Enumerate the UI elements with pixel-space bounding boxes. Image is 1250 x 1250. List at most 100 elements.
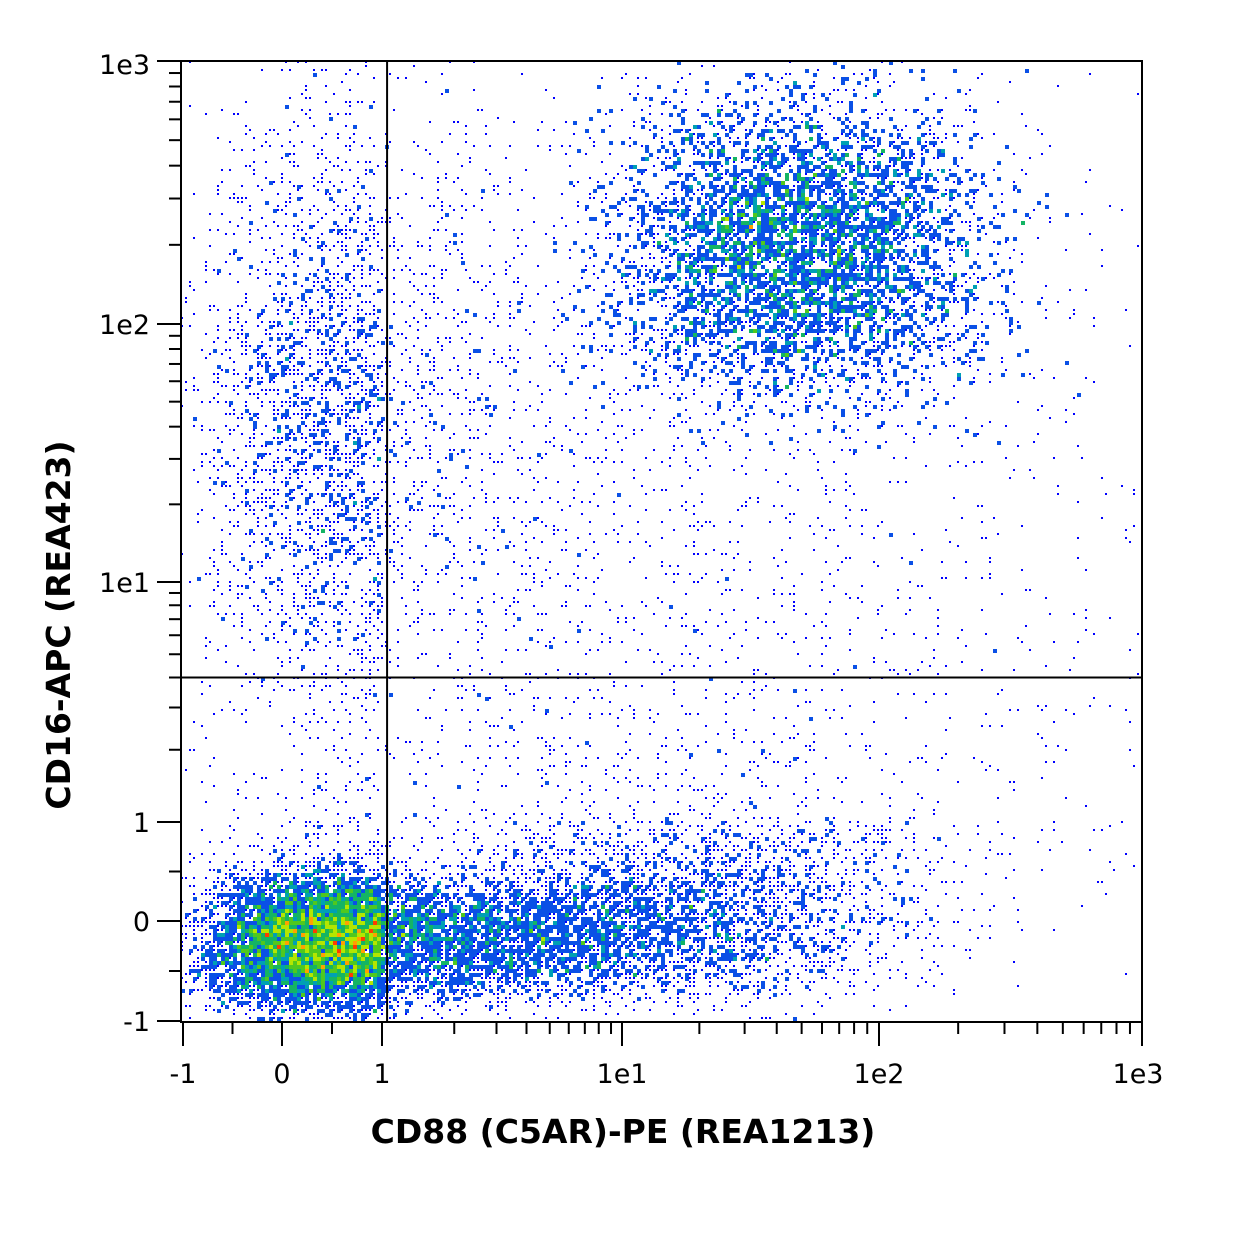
density-cell	[877, 153, 881, 157]
density-cell	[737, 237, 741, 241]
density-cell	[773, 281, 777, 285]
density-cell	[957, 181, 961, 185]
density-cell	[665, 201, 667, 203]
density-cell	[685, 129, 689, 133]
density-cell	[357, 349, 359, 351]
density-cell	[657, 225, 659, 227]
density-cell	[369, 325, 373, 329]
density-cell	[873, 129, 877, 133]
density-cell	[237, 225, 239, 227]
density-cell	[861, 333, 863, 335]
density-cell	[341, 181, 343, 183]
density-cell	[909, 305, 913, 309]
density-cell	[765, 321, 769, 325]
density-cell	[373, 369, 375, 371]
density-cell	[901, 345, 903, 347]
density-cell	[857, 349, 859, 351]
density-cell	[353, 141, 355, 143]
density-cell	[601, 77, 603, 79]
density-cell	[441, 273, 443, 275]
density-cell	[245, 125, 247, 127]
density-cell	[845, 221, 849, 225]
density-cell	[737, 217, 741, 221]
density-cell	[825, 161, 827, 163]
density-cell	[921, 365, 923, 367]
density-cell	[677, 357, 681, 361]
density-cell	[393, 293, 395, 295]
density-cell	[753, 285, 757, 289]
density-cell	[809, 177, 813, 181]
density-cell	[789, 241, 793, 245]
density-cell	[769, 145, 773, 149]
density-cell	[405, 77, 407, 79]
density-cell	[645, 273, 649, 277]
density-cell	[809, 153, 813, 157]
density-cell	[853, 185, 857, 189]
density-cell	[745, 369, 749, 373]
density-cell	[925, 221, 929, 225]
density-cell	[805, 125, 809, 129]
density-cell	[657, 149, 661, 153]
density-cell	[653, 317, 657, 321]
density-cell	[909, 137, 911, 139]
density-cell	[889, 301, 891, 303]
density-cell	[797, 313, 801, 317]
density-cell	[765, 337, 769, 341]
density-cell	[745, 305, 749, 309]
density-cell	[697, 269, 701, 273]
density-cell	[757, 181, 761, 185]
density-cell	[877, 117, 879, 119]
density-cell	[689, 321, 693, 325]
density-cell	[813, 189, 815, 191]
density-cell	[281, 345, 285, 349]
density-cell	[717, 257, 721, 261]
density-cell	[365, 393, 367, 395]
density-cell	[809, 117, 813, 121]
density-cell	[877, 161, 881, 165]
density-cell	[693, 249, 695, 251]
density-cell	[765, 149, 767, 151]
density-cell	[333, 377, 337, 381]
density-cell	[349, 381, 351, 383]
density-cell	[801, 357, 805, 361]
density-cell	[881, 289, 885, 293]
density-cell	[633, 265, 637, 269]
density-cell	[1129, 345, 1131, 347]
density-cell	[369, 301, 371, 303]
density-cell	[969, 189, 973, 193]
density-cell	[709, 385, 711, 387]
density-cell	[881, 113, 883, 115]
density-cell	[833, 117, 835, 119]
density-cell	[937, 169, 939, 171]
density-cell	[701, 133, 705, 137]
density-cell	[873, 325, 875, 327]
density-cell	[1045, 285, 1047, 287]
density-cell	[609, 237, 611, 239]
density-cell	[897, 289, 901, 293]
density-cell	[337, 229, 341, 233]
density-cell	[365, 193, 367, 195]
density-cell	[645, 121, 647, 123]
density-cell	[913, 357, 915, 359]
density-cell	[693, 345, 695, 347]
density-cell	[921, 333, 925, 337]
density-cell	[817, 221, 821, 225]
density-cell	[713, 353, 717, 357]
density-cell	[737, 269, 741, 273]
density-cell	[789, 261, 793, 265]
density-cell	[937, 305, 941, 309]
density-cell	[801, 177, 805, 181]
density-cell	[769, 257, 771, 259]
density-cell	[777, 361, 781, 365]
density-cell	[725, 233, 729, 237]
density-cell	[621, 213, 623, 215]
density-cell	[825, 173, 829, 177]
density-cell	[337, 389, 339, 391]
density-cell	[837, 385, 839, 387]
density-cell	[461, 261, 465, 265]
density-cell	[605, 193, 607, 195]
density-cell	[505, 273, 507, 275]
density-cell	[289, 69, 291, 71]
density-cell	[813, 337, 817, 341]
